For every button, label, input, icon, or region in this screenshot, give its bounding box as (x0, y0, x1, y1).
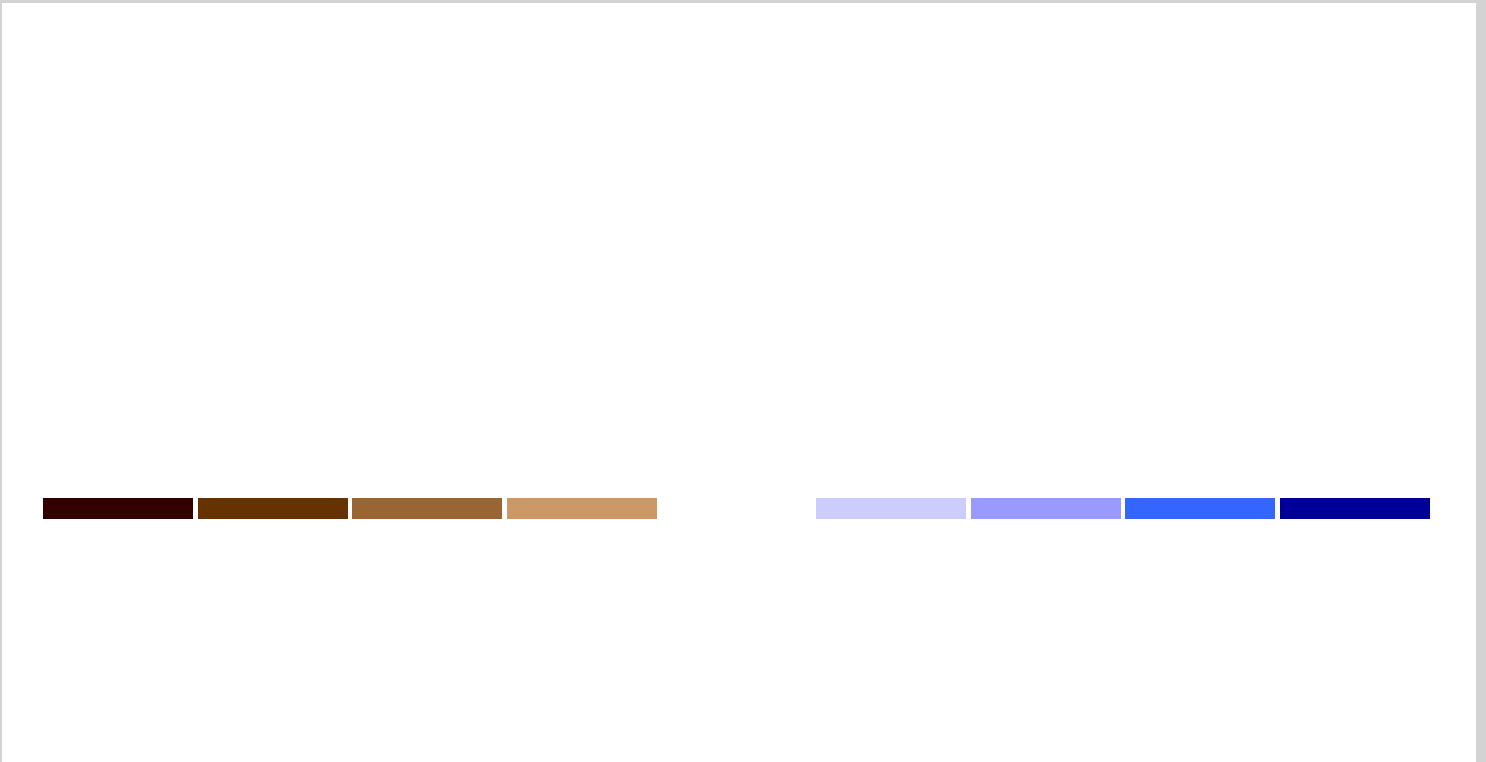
page-canvas (2, 3, 1476, 762)
cool-palette (816, 498, 1431, 519)
cool-swatch-3 (1125, 498, 1276, 519)
cool-swatch-2 (970, 498, 1121, 519)
warm-palette (43, 498, 658, 519)
cool-swatch-4 (1280, 498, 1431, 519)
cool-swatch-1 (816, 498, 966, 519)
warm-swatch-2 (197, 498, 348, 519)
warm-swatch-4 (507, 498, 658, 519)
warm-swatch-3 (352, 498, 503, 519)
warm-swatch-1 (43, 498, 193, 519)
